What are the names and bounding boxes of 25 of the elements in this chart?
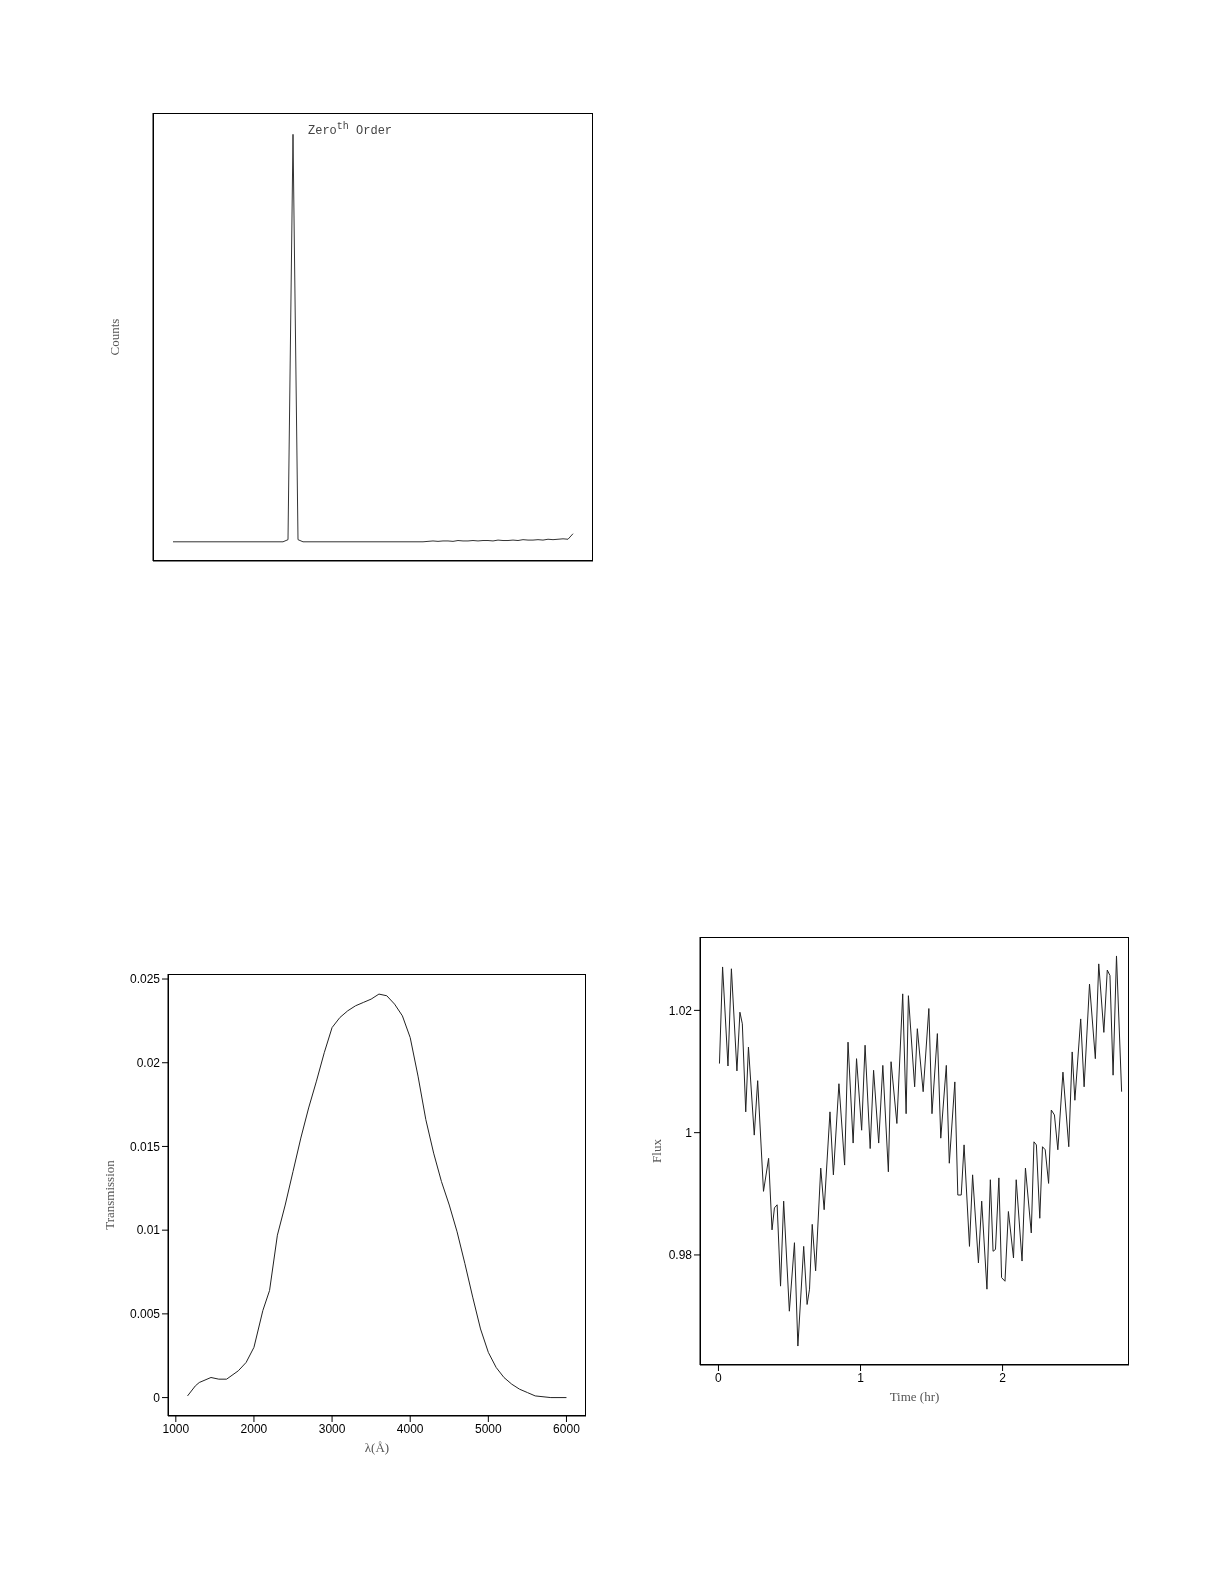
y-tick-label: 1.02 — [668, 1003, 693, 1018]
y-tick-label: 0.02 — [136, 1055, 161, 1070]
y-tick-label: 0.98 — [668, 1248, 693, 1263]
x-tick-label: 0 — [715, 1370, 723, 1385]
x-tick-label: 2 — [999, 1370, 1007, 1385]
y-tick-label: 1 — [685, 1125, 693, 1140]
y-axis-title: Flux — [649, 1138, 665, 1165]
x-tick-label: 6000 — [553, 1421, 581, 1436]
line-series — [187, 993, 567, 1399]
y-tick-label: 0.01 — [136, 1223, 161, 1238]
x-tick-label: 3000 — [318, 1421, 346, 1436]
y-tick-label: 0.025 — [129, 972, 161, 987]
y-tick-label: 0.005 — [129, 1307, 161, 1322]
annotation: Zero$^{th}$ Order — [308, 121, 393, 138]
x-tick-label: 1000 — [162, 1421, 190, 1436]
y-axis-title: Transmission — [102, 1159, 118, 1232]
x-tick-label: 4000 — [396, 1421, 424, 1436]
x-tick-label: 2000 — [240, 1421, 268, 1436]
x-tick-label: 1 — [857, 1370, 865, 1385]
y-tick-label: 0.015 — [129, 1139, 161, 1154]
x-tick-label: 5000 — [474, 1421, 503, 1436]
y-axis-title: Counts — [107, 317, 123, 358]
x-axis-title: λ(Å) — [363, 1440, 391, 1456]
y-tick-label: 0 — [153, 1390, 161, 1405]
x-axis-title: Time (hr) — [888, 1389, 941, 1405]
